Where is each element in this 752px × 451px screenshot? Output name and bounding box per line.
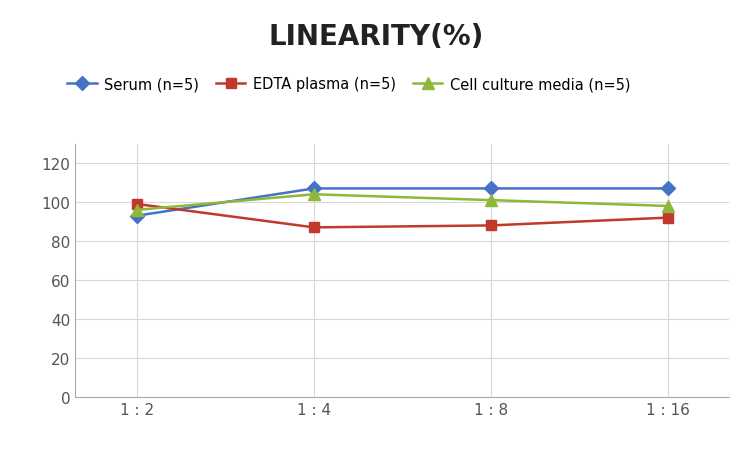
Serum (n=5) xyxy=(487,186,496,192)
EDTA plasma (n=5) xyxy=(132,202,141,207)
Cell culture media (n=5) xyxy=(132,207,141,213)
Serum (n=5) xyxy=(663,186,672,192)
Line: EDTA plasma (n=5): EDTA plasma (n=5) xyxy=(132,200,672,233)
EDTA plasma (n=5) xyxy=(663,216,672,221)
Cell culture media (n=5) xyxy=(309,192,318,198)
Legend: Serum (n=5), EDTA plasma (n=5), Cell culture media (n=5): Serum (n=5), EDTA plasma (n=5), Cell cul… xyxy=(68,77,630,92)
Serum (n=5) xyxy=(309,186,318,192)
EDTA plasma (n=5) xyxy=(309,225,318,230)
Serum (n=5) xyxy=(132,213,141,219)
Text: LINEARITY(%): LINEARITY(%) xyxy=(268,23,484,51)
Cell culture media (n=5) xyxy=(487,198,496,203)
EDTA plasma (n=5) xyxy=(487,223,496,229)
Line: Serum (n=5): Serum (n=5) xyxy=(132,184,672,221)
Cell culture media (n=5) xyxy=(663,204,672,209)
Line: Cell culture media (n=5): Cell culture media (n=5) xyxy=(132,189,673,216)
